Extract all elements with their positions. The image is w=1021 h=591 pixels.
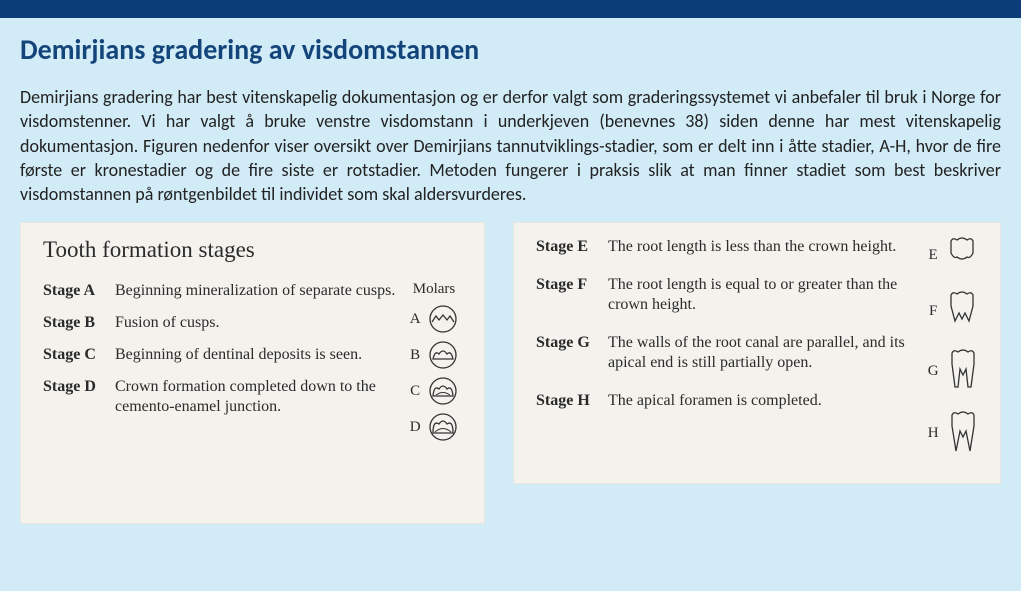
molar-stage-d-icon <box>428 412 458 442</box>
stage-label: Stage B <box>43 313 115 333</box>
page-content: Demirjians gradering av visdomstannen De… <box>0 18 1021 524</box>
icon-letter: E <box>929 247 938 264</box>
stage-row: Stage A Beginning mineralization of sepa… <box>43 281 402 301</box>
icon-letter: H <box>928 425 939 442</box>
stage-row: Stage F The root length is equal to or g… <box>536 275 924 315</box>
stage-label: Stage H <box>536 391 608 411</box>
tooth-icon-row: D <box>402 412 466 442</box>
stage-row: Stage C Beginning of dentinal deposits i… <box>43 345 402 365</box>
tooth-icon-row: G <box>924 349 982 393</box>
icon-letter: B <box>410 347 420 364</box>
icon-column-header: Molars <box>402 281 466 298</box>
tooth-icon-row: B <box>402 340 466 370</box>
stage-row: Stage E The root length is less than the… <box>536 237 924 257</box>
stage-desc: The root length is less than the crown h… <box>608 237 924 257</box>
icon-letter: G <box>928 363 939 380</box>
icon-letter: F <box>929 303 937 320</box>
tooth-icon-row: A <box>402 304 466 334</box>
panel-right: Stage E The root length is less than the… <box>513 222 1001 484</box>
stage-label: Stage F <box>536 275 608 315</box>
tooth-icon-row: C <box>402 376 466 406</box>
stage-desc: Beginning of dentinal deposits is seen. <box>115 345 402 365</box>
body-paragraph: Demirjians gradering har best vitenskape… <box>20 85 1001 206</box>
panel-left-title: Tooth formation stages <box>43 237 466 263</box>
stage-label: Stage G <box>536 333 608 373</box>
left-stage-list: Stage A Beginning mineralization of sepa… <box>43 281 402 448</box>
stage-label: Stage D <box>43 377 115 417</box>
stage-label: Stage E <box>536 237 608 257</box>
molar-stage-g-icon <box>948 349 978 393</box>
tooth-icon-row: E <box>924 237 982 273</box>
stage-row: Stage G The walls of the root canal are … <box>536 333 924 373</box>
stage-row: Stage D Crown formation completed down t… <box>43 377 402 417</box>
page-title: Demirjians gradering av visdomstannen <box>20 32 1001 67</box>
stage-desc: The root length is equal to or greater t… <box>608 275 924 315</box>
molar-stage-e-icon <box>947 237 977 273</box>
stage-row: Stage B Fusion of cusps. <box>43 313 402 333</box>
tooth-icon-row: H <box>924 411 982 455</box>
figure-panels: Tooth formation stages Stage A Beginning… <box>20 222 1001 524</box>
left-icon-column: Molars A B C D <box>402 281 466 448</box>
icon-letter: C <box>410 383 420 400</box>
stage-label: Stage C <box>43 345 115 365</box>
molar-stage-b-icon <box>428 340 458 370</box>
molar-stage-a-icon <box>428 304 458 334</box>
stage-desc: Fusion of cusps. <box>115 313 402 333</box>
stage-desc: Crown formation completed down to the ce… <box>115 377 402 417</box>
stage-row: Stage H The apical foramen is completed. <box>536 391 924 411</box>
panel-left: Tooth formation stages Stage A Beginning… <box>20 222 485 524</box>
stage-desc: The apical foramen is completed. <box>608 391 924 411</box>
tooth-icon-row: F <box>924 291 982 331</box>
top-bar <box>0 0 1021 18</box>
stage-label: Stage A <box>43 281 115 301</box>
molar-stage-c-icon <box>428 376 458 406</box>
right-icon-column: E F G H <box>924 237 982 473</box>
molar-stage-f-icon <box>947 291 977 331</box>
stage-desc: The walls of the root canal are parallel… <box>608 333 924 373</box>
molar-stage-h-icon <box>948 411 978 455</box>
stage-desc: Beginning mineralization of separate cus… <box>115 281 402 301</box>
right-stage-list: Stage E The root length is less than the… <box>536 237 924 473</box>
icon-letter: A <box>410 311 421 328</box>
icon-letter: D <box>410 419 421 436</box>
